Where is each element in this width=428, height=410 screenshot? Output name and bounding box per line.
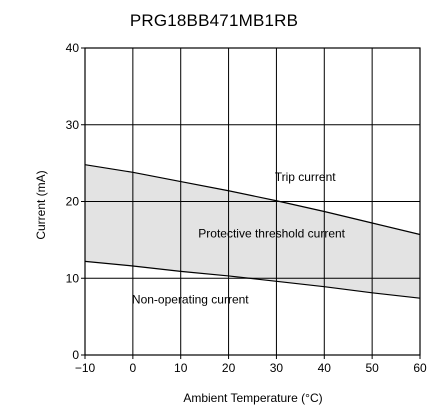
x-tick-label: 50: [365, 361, 379, 375]
y-tick-label: 40: [66, 41, 80, 55]
x-tick-label: 20: [222, 361, 236, 375]
non-operating-current-line: [84, 260, 421, 299]
annotation-label: Protective threshold current: [198, 227, 345, 241]
chart-title: PRG18BB471MB1RB: [129, 11, 299, 30]
y-tick-label: 0: [72, 348, 79, 362]
protective-threshold-band: [85, 164, 420, 299]
y-tick-label: 20: [66, 195, 80, 209]
annotation-label: Trip current: [275, 170, 337, 184]
trip-current-line: [84, 164, 421, 236]
grid-layer: [85, 48, 420, 355]
band-layer: [85, 164, 420, 299]
y-tick-label: 30: [66, 118, 80, 132]
annotation-layer: Trip current Protective threshold current…: [132, 170, 346, 307]
y-axis-label: Current (mA): [34, 170, 48, 239]
x-tick-label: 0: [130, 361, 137, 375]
x-tick-label: 40: [318, 361, 332, 375]
line-layer: [84, 164, 421, 299]
y-tick-label: 10: [66, 271, 80, 285]
x-tick-label: 60: [413, 361, 427, 375]
annotation-label: Non-operating current: [132, 293, 249, 307]
x-tick-label: −10: [75, 361, 96, 375]
x-tick-label: 10: [174, 361, 188, 375]
x-tick-label: 30: [270, 361, 284, 375]
x-axis-label: Ambient Temperature (°C): [183, 391, 322, 405]
